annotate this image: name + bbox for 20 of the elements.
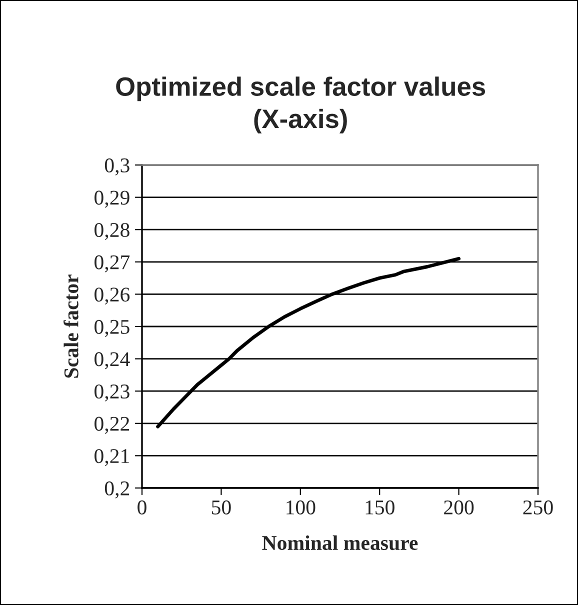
x-tick-label: 150: [366, 500, 394, 514]
x-tick-label: 50: [212, 500, 231, 514]
x-tick-label: 200: [444, 500, 474, 514]
x-tick-label: 0: [138, 500, 146, 514]
y-tick-label: 0,27: [94, 255, 130, 272]
y-tick-label: 0,26: [94, 288, 130, 305]
x-tick-label: 100: [286, 500, 316, 514]
y-tick-label: 0,22: [94, 416, 130, 434]
y-axis-title: Scale factor: [64, 274, 78, 378]
y-tick-label: 0,21: [94, 449, 129, 466]
y-tick-label: 0,3: [104, 158, 130, 176]
y-tick-label: 0,24: [94, 352, 130, 370]
chart-title: Optimized scale factor values (X-axis): [116, 76, 486, 134]
x-axis-title: Nominal measure: [262, 535, 418, 550]
y-tick-label: 0,25: [94, 320, 130, 337]
x-tick-label: 250: [523, 500, 553, 514]
y-tick-label: 0,28: [94, 222, 130, 240]
y-tick-label: 0,29: [94, 190, 130, 208]
y-tick-label: 0,2: [104, 481, 130, 498]
y-tick-label: 0,23: [94, 384, 130, 402]
